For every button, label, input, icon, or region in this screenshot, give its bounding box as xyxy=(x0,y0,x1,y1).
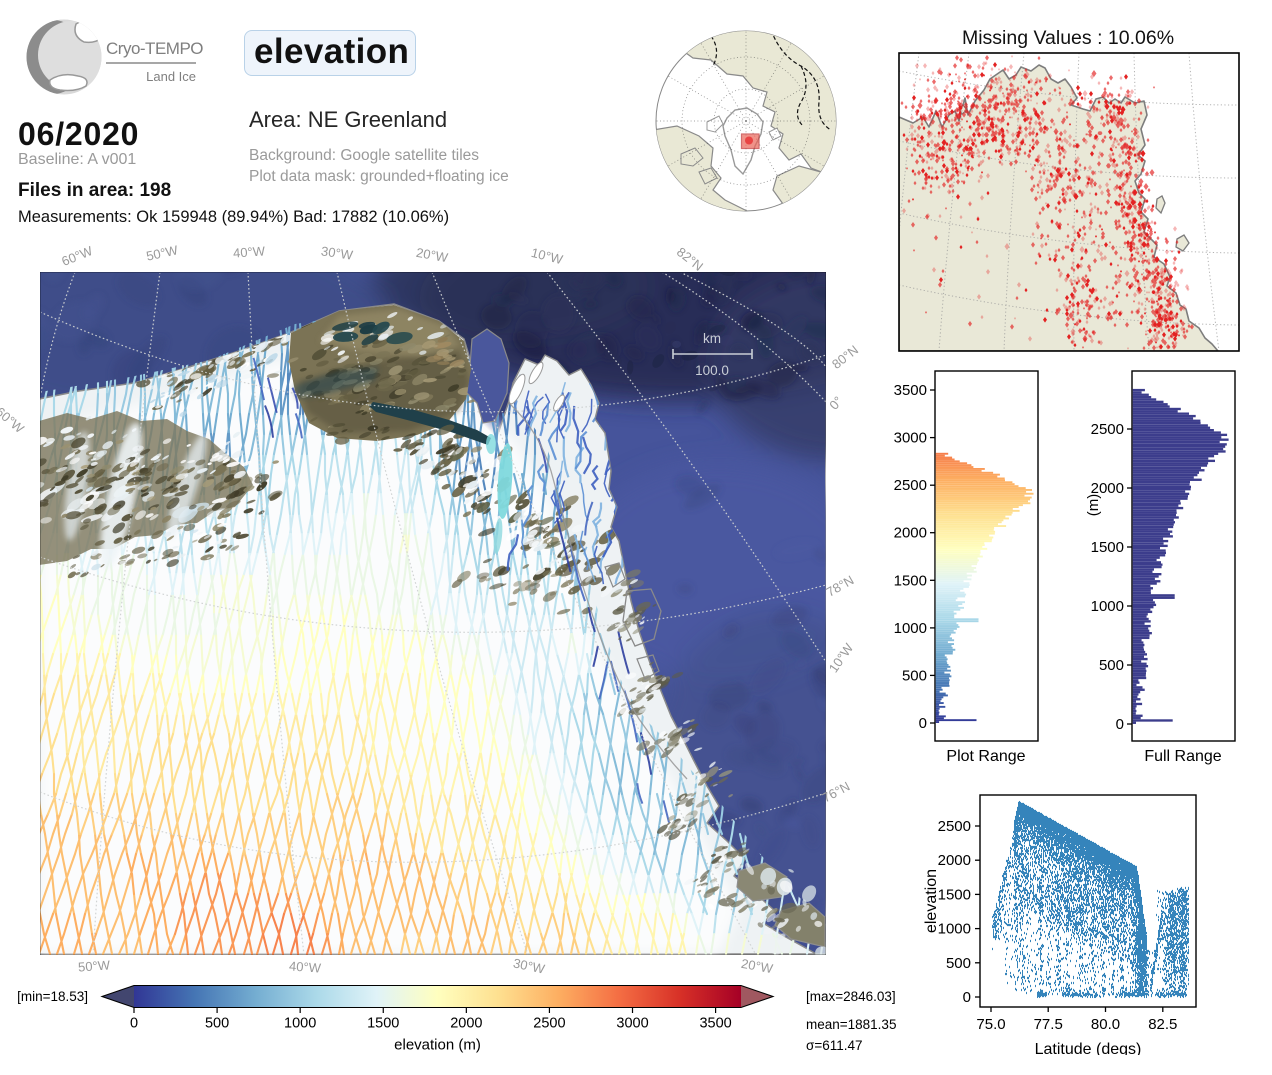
svg-text:2500: 2500 xyxy=(1091,421,1124,438)
svg-text:500: 500 xyxy=(205,1016,229,1032)
svg-text:1000: 1000 xyxy=(938,921,971,938)
svg-text:Cryo-TEMPO: Cryo-TEMPO xyxy=(106,39,203,58)
svg-text:1500: 1500 xyxy=(894,572,927,589)
svg-text:0: 0 xyxy=(919,715,927,732)
svg-text:75.0: 75.0 xyxy=(976,1016,1005,1033)
svg-text:Latitude (degs): Latitude (degs) xyxy=(1035,1041,1142,1055)
svg-text:1500: 1500 xyxy=(1091,539,1124,556)
svg-text:km: km xyxy=(703,331,721,346)
svg-text:(m): (m) xyxy=(1085,494,1102,517)
svg-text:3500: 3500 xyxy=(894,382,927,399)
svg-text:77.5: 77.5 xyxy=(1034,1016,1063,1033)
svg-text:elevation: elevation xyxy=(923,869,940,933)
svg-text:2000: 2000 xyxy=(938,852,971,869)
svg-text:1000: 1000 xyxy=(284,1016,316,1032)
svg-text:1500: 1500 xyxy=(367,1016,399,1032)
svg-text:500: 500 xyxy=(902,667,927,684)
svg-text:80.0: 80.0 xyxy=(1091,1016,1120,1033)
svg-text:0: 0 xyxy=(963,989,971,1006)
svg-text:3500: 3500 xyxy=(699,1016,731,1032)
svg-text:Land Ice: Land Ice xyxy=(146,69,196,84)
svg-text:2500: 2500 xyxy=(894,477,927,494)
svg-text:82.5: 82.5 xyxy=(1148,1016,1177,1033)
svg-text:2500: 2500 xyxy=(533,1016,565,1032)
svg-text:0: 0 xyxy=(130,1016,138,1032)
svg-text:500: 500 xyxy=(1099,657,1124,674)
svg-text:2000: 2000 xyxy=(450,1016,482,1032)
svg-text:1500: 1500 xyxy=(938,886,971,903)
svg-text:2500: 2500 xyxy=(938,818,971,835)
svg-text:0: 0 xyxy=(1116,716,1124,733)
svg-text:1000: 1000 xyxy=(894,620,927,637)
svg-text:Full Range: Full Range xyxy=(1144,748,1221,765)
svg-text:100.0: 100.0 xyxy=(695,363,729,378)
svg-text:3000: 3000 xyxy=(894,430,927,447)
svg-text:500: 500 xyxy=(946,955,971,972)
svg-text:Plot Range: Plot Range xyxy=(946,748,1025,765)
svg-text:1000: 1000 xyxy=(1091,598,1124,615)
svg-text:3000: 3000 xyxy=(616,1016,648,1032)
svg-text:elevation (m): elevation (m) xyxy=(394,1037,481,1054)
svg-text:2000: 2000 xyxy=(894,525,927,542)
svg-text:2000: 2000 xyxy=(1091,480,1124,497)
